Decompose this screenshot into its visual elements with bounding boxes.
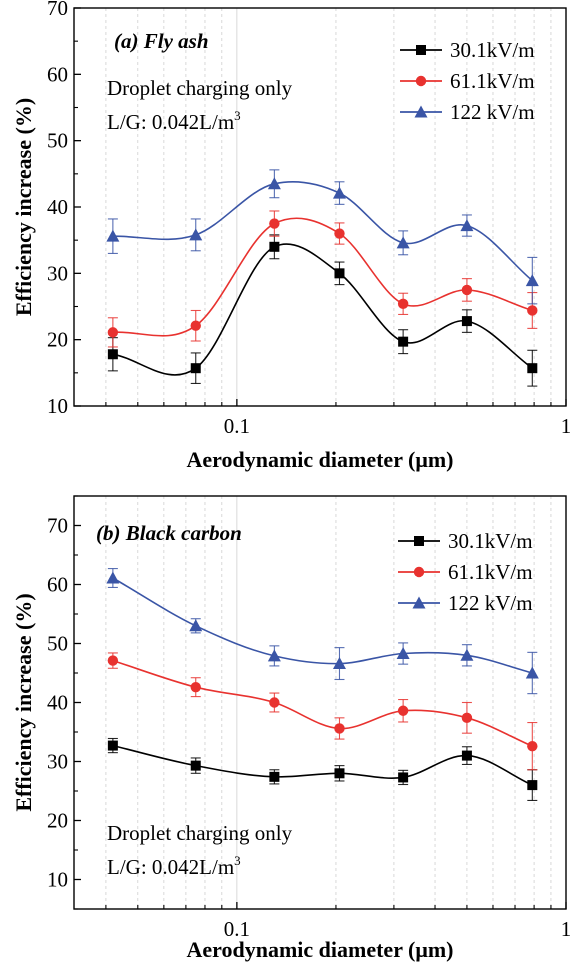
legend-marker <box>415 75 427 87</box>
data-point <box>267 649 281 662</box>
data-point <box>269 771 280 782</box>
y-tick-label: 20 <box>47 328 68 352</box>
annotation-text: L/G: 0.042L/m3 <box>107 853 241 879</box>
data-point <box>189 228 203 241</box>
x-tick-label: 1 <box>561 917 571 941</box>
data-point <box>527 363 538 374</box>
y-axis-label: Efficiency increase (%) <box>11 593 36 811</box>
data-point <box>334 228 345 239</box>
y-tick-label: 10 <box>47 868 68 892</box>
series-122-kv-m <box>106 169 539 305</box>
y-tick-label: 50 <box>47 632 68 656</box>
y-tick-label: 30 <box>47 261 68 285</box>
annotation-text: Droplet charging only <box>107 76 293 100</box>
x-tick-label: 0.1 <box>224 917 250 941</box>
annotation-lg-ratio: L/G: 0.042L/m <box>107 855 234 879</box>
series-30-1kv-m <box>107 737 538 801</box>
data-point <box>461 284 473 296</box>
data-point <box>190 320 201 331</box>
annotation-superscript: 3 <box>234 108 241 123</box>
y-tick-label: 60 <box>47 62 68 86</box>
y-tick-label: 40 <box>47 691 68 715</box>
panel-title: (b) Black carbon <box>96 521 242 545</box>
data-point <box>190 363 201 374</box>
data-point <box>190 760 201 771</box>
legend-marker <box>412 596 426 609</box>
legend-marker <box>414 536 424 546</box>
data-point <box>269 697 280 708</box>
plot-frame <box>73 7 567 407</box>
legend-label: 30.1kV/m <box>448 529 533 553</box>
data-point <box>527 740 538 752</box>
annotation-lg-ratio: L/G: 0.042L/m <box>107 110 234 134</box>
annotation-superscript: 3 <box>234 853 241 868</box>
legend-marker <box>413 566 425 578</box>
data-point <box>269 241 280 252</box>
data-point <box>334 768 345 779</box>
y-axis-label: Efficiency increase (%) <box>11 98 36 316</box>
data-point <box>398 336 409 347</box>
data-point <box>332 657 346 670</box>
legend-label: 61.1kV/m <box>450 69 535 93</box>
annotation-text: L/G: 0.042L/m3 <box>107 108 241 134</box>
legend-marker <box>416 45 426 55</box>
y-tick-label: 10 <box>47 394 68 418</box>
data-point <box>461 750 472 761</box>
x-tick-label: 1 <box>561 414 571 438</box>
data-point <box>461 712 473 724</box>
y-tick-label: 50 <box>47 129 68 153</box>
data-point <box>398 772 409 783</box>
legend-label: 61.1kV/m <box>448 560 533 584</box>
data-point <box>107 655 119 666</box>
x-axis-label: Aerodynamic diameter (μm) <box>186 447 453 472</box>
data-point <box>397 705 409 716</box>
data-point <box>460 648 474 661</box>
panel-fly-ash: 10 20 30 40 50 60 70 0.1 1 Aerodynamic diameter (… <box>11 0 571 472</box>
data-point <box>396 647 410 660</box>
data-point <box>106 571 120 584</box>
panel-title: (a) Fly ash <box>114 29 209 53</box>
y-tick-label: 20 <box>47 809 68 833</box>
y-tick-label: 60 <box>47 573 68 597</box>
data-point <box>461 316 472 327</box>
data-point <box>525 666 539 679</box>
legend-label: 122 kV/m <box>450 100 535 124</box>
panel-black-carbon: 10 20 30 40 50 60 70 0.1 1 Aerodynamic diameter (… <box>11 495 571 962</box>
series-30-1kv-m <box>107 234 538 387</box>
data-point <box>527 305 538 316</box>
data-point <box>334 723 345 734</box>
data-point <box>525 274 539 287</box>
data-point <box>107 740 118 751</box>
x-tick-label: 0.1 <box>224 414 250 438</box>
y-tick-label: 70 <box>47 0 68 20</box>
data-point <box>397 298 409 310</box>
data-point <box>107 349 118 360</box>
annotation-text: Droplet charging only <box>107 821 293 845</box>
data-point <box>106 229 120 242</box>
data-point <box>527 780 538 791</box>
data-point <box>334 268 345 279</box>
y-tick-label: 40 <box>47 195 68 219</box>
data-point <box>269 218 280 229</box>
data-point <box>396 236 410 249</box>
data-point <box>107 327 119 338</box>
y-tick-label: 70 <box>47 514 68 538</box>
legend-marker <box>414 105 428 118</box>
data-point <box>460 219 474 232</box>
series-line <box>112 181 533 282</box>
x-axis-label: Aerodynamic diameter (μm) <box>186 937 453 962</box>
legend-label: 30.1kV/m <box>450 38 535 62</box>
data-point <box>190 681 201 693</box>
y-tick-label: 30 <box>47 750 68 774</box>
plot-frame <box>73 495 567 910</box>
series-122-kv-m <box>106 568 539 695</box>
data-point <box>189 619 203 632</box>
data-point <box>267 177 281 190</box>
series-61-1kv-m <box>107 652 538 771</box>
series-61-1kv-m <box>107 210 538 348</box>
legend-label: 122 kV/m <box>448 591 533 615</box>
data-point <box>332 186 346 199</box>
